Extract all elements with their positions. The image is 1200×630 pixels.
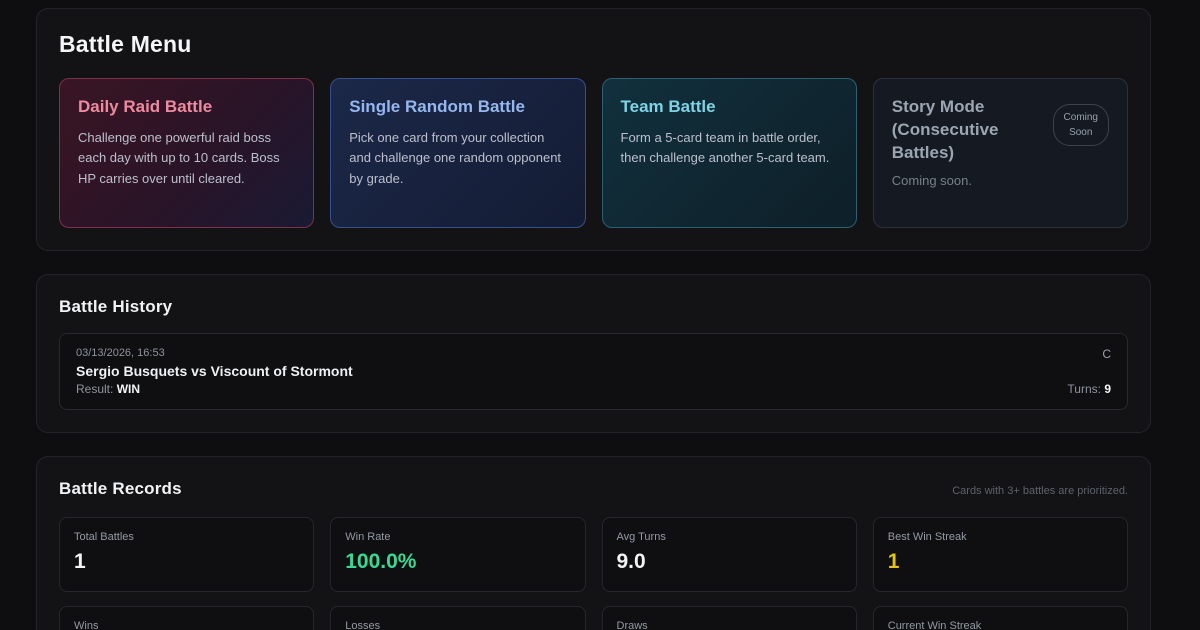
battle-turns-label: Turns: <box>1067 382 1101 396</box>
battle-turns-value: 9 <box>1104 382 1111 396</box>
coming-soon-badge-line1: Coming <box>1063 112 1098 123</box>
stat-value: 9.0 <box>616 550 646 573</box>
stat-label: Wins <box>74 620 99 630</box>
team-battle-title: Team Battle <box>620 97 716 116</box>
battle-records-header: Battle Records Cards with 3+ battles are… <box>59 479 1128 499</box>
story-mode-header: Story Mode (Consecutive Battles) Coming … <box>892 96 1109 171</box>
single-random-battle-description: Pick one card from your collection and c… <box>349 129 562 186</box>
battle-history-title: Battle History <box>59 297 173 316</box>
battle-menu-panel: Battle Menu Daily Raid Battle Challenge … <box>36 8 1151 251</box>
battle-history-entry-right: C Turns: 9 <box>1067 347 1111 396</box>
coming-soon-badge-line2: Soon <box>1069 127 1093 138</box>
stat-label: Current Win Streak <box>887 620 982 630</box>
battle-history-entry[interactable]: 03/13/2026, 16:53 Sergio Busquets vs Vis… <box>59 333 1128 410</box>
stat-losses: Losses <box>330 606 586 630</box>
story-mode-description: Coming soon. <box>891 172 972 188</box>
daily-raid-battle-card[interactable]: Daily Raid Battle Challenge one powerful… <box>59 78 315 228</box>
stat-avg-turns: Avg Turns 9.0 <box>601 517 857 592</box>
page-container: Battle Menu Daily Raid Battle Challenge … <box>36 8 1151 630</box>
battle-records-note: Cards with 3+ battles are prioritized. <box>952 485 1128 497</box>
daily-raid-battle-title: Daily Raid Battle <box>78 97 213 116</box>
battle-mode-grid: Daily Raid Battle Challenge one powerful… <box>59 78 1128 228</box>
battle-records-panel: Battle Records Cards with 3+ battles are… <box>36 456 1151 630</box>
stat-draws: Draws <box>601 606 857 630</box>
coming-soon-badge: Coming Soon <box>1052 104 1109 146</box>
stat-win-rate: Win Rate 100.0% <box>330 517 586 592</box>
battle-timestamp: 03/13/2026, 16:53 <box>76 347 165 359</box>
stat-value: 1 <box>74 550 86 573</box>
stat-wins: Wins <box>59 606 315 630</box>
stat-value: 1 <box>887 550 900 573</box>
stat-label: Win Rate <box>345 531 391 543</box>
stat-best-win-streak: Best Win Streak 1 <box>872 517 1128 592</box>
battle-result-value: WIN <box>116 382 141 396</box>
battle-history-panel: Battle History 03/13/2026, 16:53 Sergio … <box>36 274 1151 433</box>
battle-matchup: Sergio Busquets vs Viscount of Stormont <box>76 362 353 379</box>
stat-total-battles: Total Battles 1 <box>59 517 315 592</box>
battle-records-grid: Total Battles 1 Win Rate 100.0% Avg Turn… <box>59 517 1128 630</box>
battle-records-title: Battle Records <box>59 479 182 498</box>
single-random-battle-card[interactable]: Single Random Battle Pick one card from … <box>330 78 586 228</box>
stat-current-win-streak: Current Win Streak <box>872 606 1128 630</box>
battle-result: Result: WIN <box>76 382 353 396</box>
battle-menu-title: Battle Menu <box>59 31 192 57</box>
stat-label: Total Battles <box>74 531 134 543</box>
single-random-battle-title: Single Random Battle <box>349 97 525 116</box>
stat-label: Losses <box>345 620 381 630</box>
team-battle-description: Form a 5-card team in battle order, then… <box>620 129 830 166</box>
story-mode-card: Story Mode (Consecutive Battles) Coming … <box>872 78 1128 228</box>
stat-value: 100.0% <box>345 550 417 573</box>
stat-label: Best Win Streak <box>887 531 967 543</box>
battle-turns: Turns: 9 <box>1067 382 1111 396</box>
stat-label: Draws <box>616 620 648 630</box>
battle-result-label: Result: <box>76 382 114 396</box>
battle-history-entry-left: 03/13/2026, 16:53 Sergio Busquets vs Vis… <box>76 347 353 396</box>
daily-raid-battle-description: Challenge one powerful raid boss each da… <box>78 129 280 186</box>
story-mode-title: Story Mode (Consecutive Battles) <box>891 97 999 162</box>
stat-label: Avg Turns <box>616 531 666 543</box>
team-battle-card[interactable]: Team Battle Form a 5-card team in battle… <box>601 78 857 228</box>
grade-badge: C <box>1102 347 1111 361</box>
